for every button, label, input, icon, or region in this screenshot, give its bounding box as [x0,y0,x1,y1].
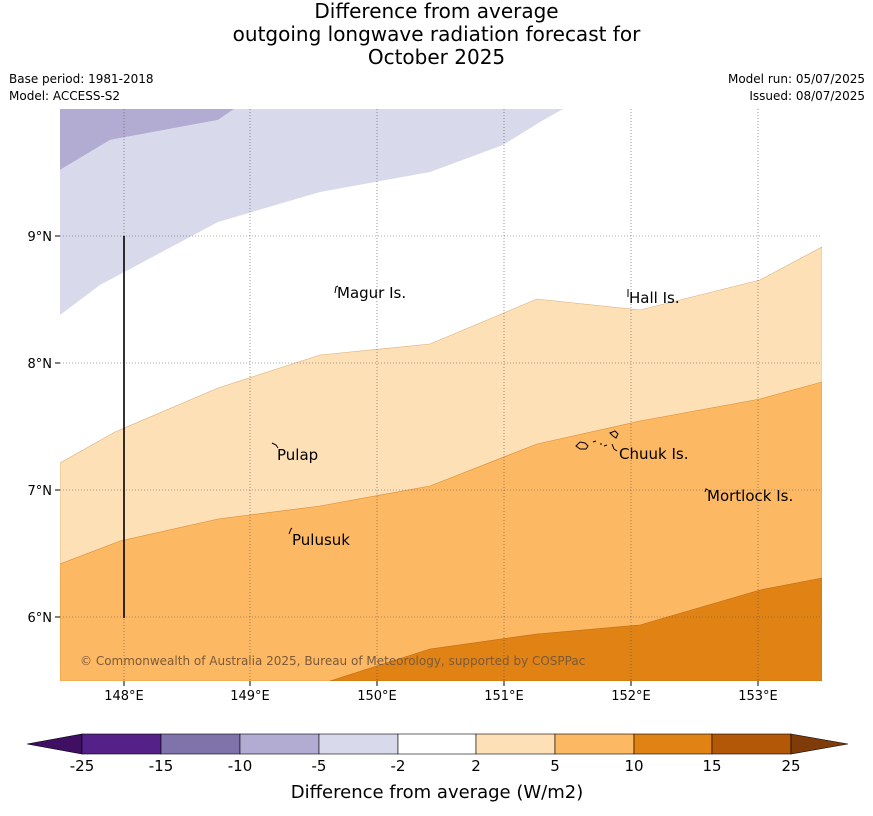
meta-right: Model run: 05/07/2025 Issued: 08/07/2025 [728,71,865,105]
colorbar-bin-minus5-minus2 [318,733,399,755]
x-tick-label-151e: 151°E [484,689,524,704]
base-period-text: Base period: 1981-2018 [9,72,154,86]
island-mortlock [704,488,709,493]
colorbar-bin-5-10 [554,733,635,755]
olr-band-minus10-minus5 [60,109,235,170]
x-tick-label-150e: 150°E [357,689,397,704]
colorbar-tick-15: 15 [702,757,721,775]
map-panel: Magur Is. Hall Is. Pulap Chuuk Is. Mortl… [60,109,822,681]
colorbar-tick-minus10: -10 [228,757,253,775]
x-tick-label-153e: 153°E [738,689,778,704]
colorbar-bin-10-15 [633,733,713,755]
colorbar-bin-minus2-2 [397,733,477,755]
colorbar-tick-minus5: -5 [312,757,327,775]
x-tick-label-149e: 149°E [230,689,270,704]
island-outlines [271,285,709,535]
island-chuuk [575,430,619,452]
y-tick-label-7n: 7°N [28,484,53,499]
colorbar [26,733,849,755]
colorbar-tick-5: 5 [550,757,560,775]
issued-text: Issued: 08/07/2025 [749,89,865,103]
y-tick-label-6n: 6°N [28,611,53,626]
olr-band-5-10 [60,381,822,681]
x-tick-label-148e: 148°E [104,689,144,704]
title-line-2: outgoing longwave radiation forecast for [232,22,641,46]
olr-band-minus5-minus2 [60,109,563,315]
colorbar-extend-high [790,733,849,755]
island-magur [334,285,339,294]
x-tick-marks [123,681,759,686]
colorbar-bin-minus25-minus15 [81,733,162,755]
colorbar-bin-2-5 [475,733,556,755]
colorbar-label: Difference from average (W/m2) [291,782,583,803]
colorbar-bin-minus15-minus10 [160,733,241,755]
y-tick-marks [55,235,60,618]
y-tick-label-8n: 8°N [28,357,53,372]
meta-left: Base period: 1981-2018 Model: ACCESS-S2 [9,71,154,105]
title-line-1: Difference from average [314,0,559,23]
model-run-text: Model run: 05/07/2025 [727,72,865,86]
place-label-pulap: Pulap [277,446,318,464]
x-tick-label-152e: 152°E [611,689,651,704]
colorbar-tick-minus2: -2 [391,757,406,775]
colorbar-bin-minus10-minus5 [239,733,320,755]
title-line-3: October 2025 [367,45,506,69]
chart-title: Difference from average outgoing longwav… [0,0,873,69]
copyright-text: © Commonwealth of Australia 2025, Bureau… [80,654,585,668]
place-label-pulusuk: Pulusuk [292,531,350,549]
y-tick-label-9n: 9°N [28,230,53,245]
colorbar-tick-minus15: -15 [149,757,174,775]
colorbar-tick-10: 10 [624,757,643,775]
olr-band-10-15 [329,577,822,681]
island-pulap [271,442,279,449]
colorbar-extend-low [26,733,83,755]
place-label-chuuk: Chuuk Is. [619,445,688,463]
colorbar-tick-2: 2 [471,757,481,775]
colorbar-tick-minus25: -25 [70,757,95,775]
place-label-mortlock: Mortlock Is. [707,487,793,505]
island-pulusuk [288,527,293,535]
colorbar-bin-15-25 [711,733,792,755]
colorbar-tick-25: 25 [781,757,800,775]
place-label-hall: Hall Is. [629,289,680,307]
model-text: Model: ACCESS-S2 [9,89,121,103]
place-label-magur: Magur Is. [337,284,406,302]
